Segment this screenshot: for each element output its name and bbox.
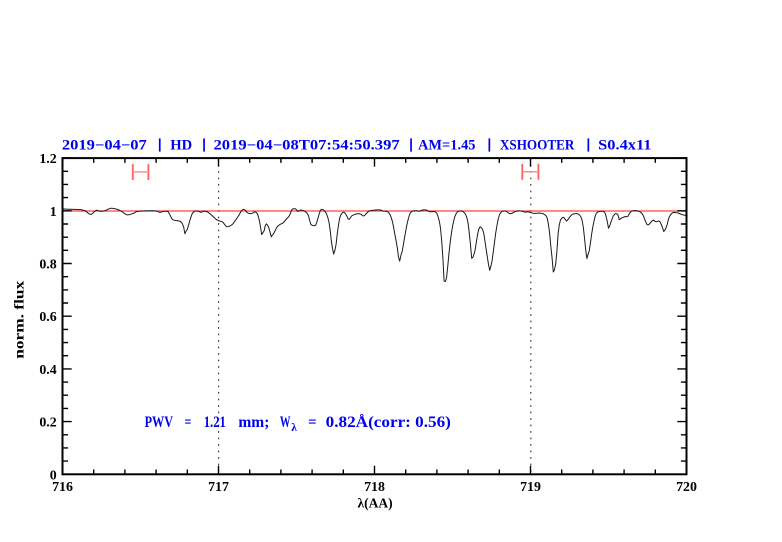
svg-text:720: 720 — [676, 480, 697, 495]
svg-text:2019−04−08T07:54:50.397: 2019−04−08T07:54:50.397 — [214, 138, 400, 154]
svg-text:mm;: mm; — [238, 412, 269, 431]
svg-text:XSHOOTER: XSHOOTER — [500, 138, 575, 154]
svg-text:0.6: 0.6 — [39, 310, 56, 325]
svg-text:719: 719 — [520, 480, 541, 495]
svg-text:0: 0 — [50, 468, 57, 483]
svg-text:1.2: 1.2 — [39, 152, 56, 167]
svg-text:0.8: 0.8 — [39, 258, 56, 273]
svg-text:0.82Å(corr: 0.56): 0.82Å(corr: 0.56) — [326, 412, 451, 431]
svg-text:2019−04−07: 2019−04−07 — [62, 138, 147, 154]
svg-text:=: = — [185, 412, 192, 431]
svg-text:norm. flux: norm. flux — [12, 280, 27, 358]
svg-text:1: 1 — [50, 205, 57, 220]
svg-text:W: W — [280, 412, 291, 431]
svg-text:0.2: 0.2 — [39, 416, 56, 431]
svg-text:0.4: 0.4 — [39, 363, 56, 378]
svg-text:=: = — [308, 412, 316, 431]
svg-text:λ: λ — [291, 422, 297, 434]
svg-text:1.21: 1.21 — [204, 412, 226, 431]
svg-text:HD: HD — [170, 138, 192, 154]
svg-text:716: 716 — [52, 480, 73, 495]
svg-text:717: 717 — [208, 480, 229, 495]
svg-text:AM=1.45: AM=1.45 — [418, 138, 476, 154]
svg-text:718: 718 — [364, 480, 385, 495]
svg-text:PWV: PWV — [145, 412, 174, 431]
svg-text:λ(AA): λ(AA) — [357, 495, 392, 510]
svg-text:S0.4x11: S0.4x11 — [598, 138, 651, 154]
